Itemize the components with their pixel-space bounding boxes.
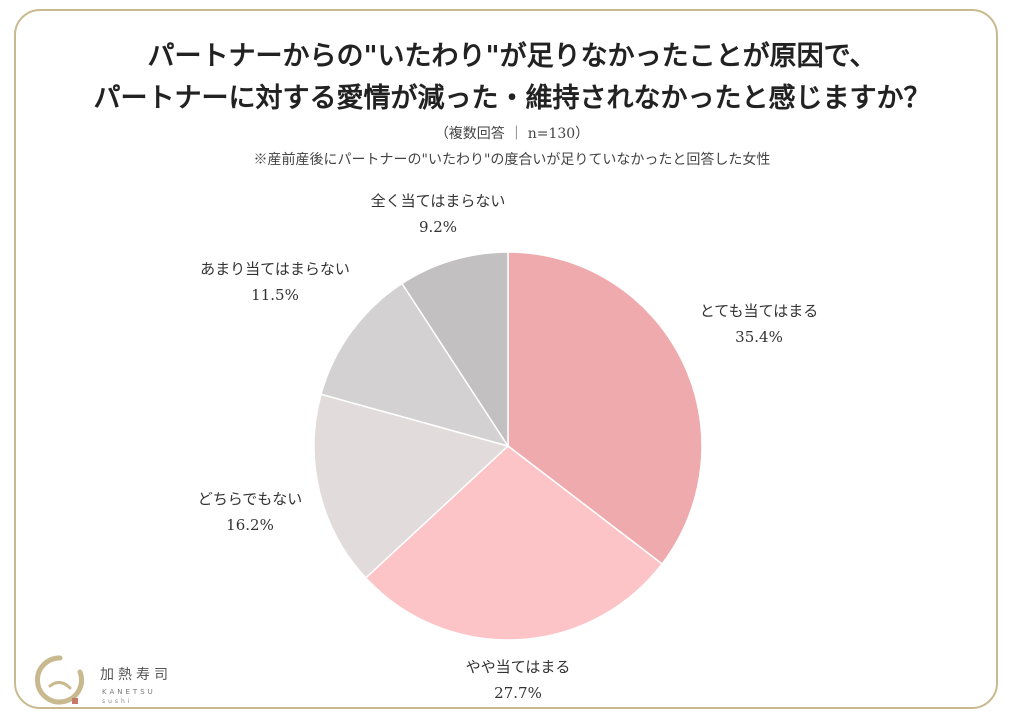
brand-logo-mark: [35, 655, 84, 705]
slice-label-1-name: やや当てはまる: [465, 658, 571, 676]
pie-slice-0: [507, 251, 703, 565]
brand-logo: 加熱寿司 KANETSU sushi: [30, 652, 230, 712]
slice-label-0: とても当てはまる 35.4%: [649, 298, 869, 350]
slice-label-4: 全く当てはまらない 9.2%: [328, 188, 548, 240]
slice-label-2-value: 16.2%: [226, 516, 274, 534]
pie-slice-3: [320, 282, 510, 448]
brand-romaji: KANETSU: [102, 688, 156, 696]
chart-title: パートナーからの"いたわり"が足りなかったことが原因で、 パートナーに対する愛情…: [0, 36, 1024, 120]
slice-label-3-name: あまり当てはまらない: [200, 260, 350, 278]
pie-slice-4: [400, 251, 509, 449]
slice-label-2: どちらでもない 16.2%: [140, 486, 360, 538]
slice-label-0-value: 35.4%: [735, 328, 783, 346]
pie-slice-2: [313, 393, 510, 579]
pie-slice-1: [364, 445, 664, 641]
slice-label-3: あまり当てはまらない 11.5%: [165, 256, 385, 308]
chart-title-line-2: パートナーに対する愛情が減った・維持されなかったと感じますか？: [93, 83, 931, 114]
slice-label-4-name: 全く当てはまらない: [370, 192, 506, 210]
slice-label-0-name: とても当てはまる: [699, 302, 819, 320]
slice-label-3-value: 11.5%: [251, 286, 299, 304]
slice-label-1: やや当てはまる 27.7%: [408, 654, 628, 706]
brand-sub: sushi: [102, 698, 133, 705]
chart-subtitle: （複数回答 ｜ n=130）: [434, 126, 590, 142]
brand-name: 加熱寿司: [100, 667, 172, 683]
slice-label-2-name: どちらでもない: [197, 490, 303, 508]
chart-title-line-1: パートナーからの"いたわり"が足りなかったことが原因で、: [147, 41, 877, 72]
chart-note: ※産前産後にパートナーの"いたわり"の度合いが足りていなかったと回答した女性: [253, 152, 771, 168]
slice-label-4-value: 9.2%: [418, 218, 458, 236]
card-frame: [14, 9, 998, 709]
slice-label-1-value: 27.7%: [494, 684, 542, 702]
